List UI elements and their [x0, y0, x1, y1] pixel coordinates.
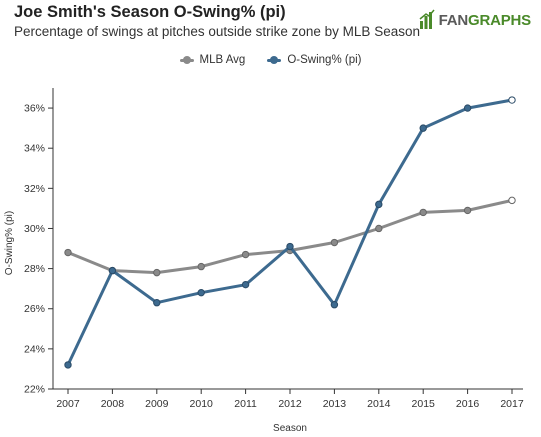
data-point-o-swing[interactable]	[508, 96, 516, 104]
x-axis-title: Season	[273, 423, 307, 434]
logo-text-fan: FAN	[438, 11, 469, 29]
x-tick-label: 2014	[367, 398, 391, 410]
x-tick-label: 2008	[101, 398, 125, 410]
data-point-o-swing[interactable]	[419, 124, 427, 132]
legend-swatch-o-swing	[267, 56, 282, 64]
chart-series	[64, 96, 516, 369]
legend-label-o-swing: O-Swing% (pi)	[287, 54, 362, 66]
logo-text-graphs: GRAPHS	[468, 11, 531, 29]
data-point-o-swing[interactable]	[463, 104, 472, 112]
y-tick-label: 36%	[24, 103, 45, 115]
y-tick-label: 22%	[24, 384, 45, 396]
legend-swatch-mlb-avg	[179, 56, 194, 64]
data-point-o-swing[interactable]	[64, 361, 72, 369]
series-line-o-swing	[66, 98, 514, 367]
y-axis-title: O-Swing% (pi)	[4, 211, 15, 275]
y-tick-label: 26%	[24, 303, 45, 315]
x-tick-label: 2016	[456, 398, 480, 410]
data-point-mlb-avg[interactable]	[153, 268, 161, 277]
x-tick-label: 2012	[278, 398, 302, 410]
series-line-mlb-avg	[66, 198, 514, 275]
data-point-o-swing[interactable]	[241, 280, 250, 289]
data-point-o-swing[interactable]	[153, 299, 161, 307]
x-tick-label: 2013	[323, 398, 347, 410]
chart-title: Joe Smith's Season O-Swing% (pi)	[14, 3, 286, 21]
legend-item-mlb-avg[interactable]: MLB Avg	[179, 54, 246, 66]
data-point-mlb-avg[interactable]	[419, 208, 427, 217]
data-point-o-swing[interactable]	[330, 301, 339, 309]
legend-item-o-swing[interactable]: O-Swing% (pi)	[267, 54, 361, 66]
data-point-o-swing[interactable]	[108, 266, 117, 275]
data-point-mlb-avg[interactable]	[375, 224, 383, 233]
chart-axes: 22% 24% 26% 28% 30% 32% 34% 36% 2007 2008 2009 2010…	[24, 88, 524, 410]
x-tick-label: 2017	[500, 398, 524, 410]
y-tick-label: 24%	[24, 343, 45, 355]
data-point-mlb-avg[interactable]	[330, 238, 339, 247]
data-point-o-swing[interactable]	[286, 242, 294, 251]
fangraphs-logo[interactable]: FANGRAPHS	[418, 8, 531, 32]
x-tick-label: 2011	[234, 398, 257, 410]
y-tick-label: 30%	[24, 223, 45, 235]
y-tick-label: 34%	[24, 143, 45, 155]
data-point-o-swing[interactable]	[197, 288, 205, 297]
data-point-o-swing[interactable]	[375, 200, 383, 209]
x-tick-label: 2010	[190, 398, 214, 410]
fangraphs-logo-icon	[419, 9, 435, 29]
chart-subtitle: Percentage of swings at pitches outside …	[14, 24, 420, 39]
data-point-mlb-avg[interactable]	[197, 262, 205, 271]
data-point-mlb-avg[interactable]	[241, 250, 250, 259]
fangraphs-logo-text: FANGRAPHS	[438, 11, 532, 29]
x-tick-label: 2009	[145, 398, 169, 410]
chart-legend: MLB Avg O-Swing% (pi)	[0, 54, 541, 66]
x-tick-label: 2015	[412, 398, 436, 410]
legend-label-mlb-avg: MLB Avg	[199, 54, 246, 66]
data-point-mlb-avg[interactable]	[508, 196, 516, 205]
y-tick-label: 32%	[24, 183, 45, 195]
data-point-mlb-avg[interactable]	[463, 206, 472, 215]
y-tick-label: 28%	[24, 263, 45, 275]
x-tick-label: 2007	[56, 398, 80, 410]
data-point-mlb-avg[interactable]	[64, 248, 72, 257]
